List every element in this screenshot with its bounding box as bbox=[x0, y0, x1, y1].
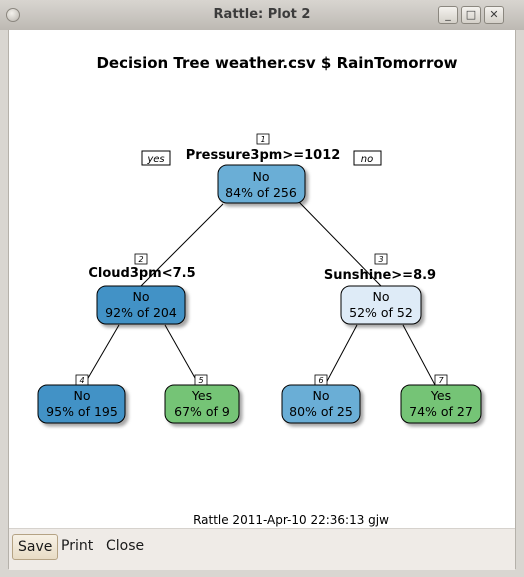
window-frame-bottom bbox=[0, 569, 524, 577]
node-3-box bbox=[340, 285, 422, 325]
node-2-number: 2 bbox=[138, 255, 143, 264]
edge-2-4 bbox=[83, 324, 120, 386]
close-window-button[interactable]: ✕ bbox=[484, 6, 504, 24]
node-4-stat: 95% of 195 bbox=[46, 404, 118, 419]
node-1-split: Pressure3pm>=1012 bbox=[186, 148, 341, 163]
window-menu-icon[interactable] bbox=[6, 8, 20, 22]
minimize-button[interactable]: _ bbox=[438, 6, 458, 24]
node-6-number: 6 bbox=[318, 376, 323, 385]
node-6-class: No bbox=[313, 388, 330, 403]
node-3-number-box bbox=[374, 253, 388, 265]
edge-1-3 bbox=[298, 201, 382, 287]
node-3-stat: 52% of 52 bbox=[349, 305, 413, 320]
node-5-stat: 67% of 9 bbox=[174, 404, 230, 419]
node-1-class: No bbox=[253, 169, 270, 184]
plot-footer: Rattle 2011-Apr-10 22:36:13 gjw bbox=[193, 513, 389, 527]
title-bar[interactable]: Rattle: Plot 2 _ □ ✕ bbox=[0, 0, 524, 31]
close-button[interactable]: Close bbox=[106, 538, 145, 554]
node-2-class: No bbox=[133, 289, 150, 304]
node-1-box bbox=[217, 164, 306, 204]
node-6-stat: 80% of 25 bbox=[289, 404, 353, 419]
edge-2-5 bbox=[164, 324, 200, 386]
node-1-stat: 84% of 256 bbox=[225, 185, 297, 200]
node-6-box bbox=[281, 384, 361, 424]
no-label-box bbox=[353, 150, 382, 166]
node-7-number: 7 bbox=[438, 376, 444, 385]
node-1-number-box bbox=[256, 133, 270, 145]
node-4-number: 4 bbox=[79, 376, 84, 385]
node-1-number: 1 bbox=[260, 135, 265, 144]
window-frame-right bbox=[515, 30, 524, 577]
plot-title: Decision Tree weather.csv $ RainTomorrow bbox=[96, 54, 457, 72]
node-5-class: Yes bbox=[191, 388, 212, 403]
node-2-stat: 92% of 204 bbox=[105, 305, 177, 320]
edge-3-6 bbox=[324, 324, 358, 386]
node-7-stat: 74% of 27 bbox=[409, 404, 473, 419]
decision-tree-svg: Decision Tree weather.csv $ RainTomorrow… bbox=[37, 54, 482, 527]
node-2-split: Cloud3pm<7.5 bbox=[88, 266, 195, 281]
node-7-box bbox=[400, 384, 482, 424]
save-button[interactable]: Save bbox=[12, 534, 59, 560]
node-3-number: 3 bbox=[378, 255, 383, 264]
yes-label-box bbox=[141, 150, 171, 166]
node-5-box bbox=[164, 384, 240, 424]
edge-3-7 bbox=[402, 324, 436, 386]
node-7-class: Yes bbox=[430, 388, 451, 403]
node-3-class: No bbox=[373, 289, 390, 304]
node-4-class: No bbox=[74, 388, 91, 403]
node-4-box bbox=[37, 384, 126, 424]
window-frame-left bbox=[0, 30, 9, 577]
maximize-button[interactable]: □ bbox=[461, 6, 481, 24]
plot-area: Decision Tree weather.csv $ RainTomorrow… bbox=[9, 30, 515, 528]
node-3-split: Sunshine>=8.9 bbox=[324, 268, 436, 283]
window-title: Rattle: Plot 2 bbox=[213, 7, 311, 22]
node-2-box bbox=[96, 285, 186, 325]
node-5-number: 5 bbox=[198, 376, 203, 385]
print-button[interactable]: Print bbox=[61, 538, 94, 554]
yes-label: yes bbox=[146, 154, 164, 165]
node-2-number-box bbox=[134, 253, 148, 265]
button-bar: Save Print Close bbox=[9, 528, 515, 570]
edge-1-2 bbox=[140, 203, 224, 287]
no-label: no bbox=[361, 154, 373, 165]
